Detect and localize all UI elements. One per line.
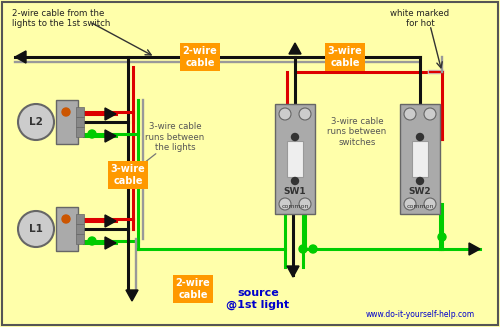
Bar — [76, 127, 84, 137]
Bar — [400, 104, 440, 214]
Polygon shape — [105, 130, 116, 142]
Text: common: common — [281, 204, 309, 210]
Circle shape — [62, 108, 70, 116]
Circle shape — [438, 233, 446, 241]
Bar — [275, 104, 315, 214]
Circle shape — [279, 108, 291, 120]
Text: www.do-it-yourself-help.com: www.do-it-yourself-help.com — [366, 310, 474, 319]
Text: 3-wire cable
runs between
switches: 3-wire cable runs between switches — [328, 117, 386, 147]
Text: source
@1st light: source @1st light — [226, 288, 290, 310]
Polygon shape — [287, 266, 299, 277]
Circle shape — [416, 178, 424, 184]
Bar — [56, 207, 78, 251]
Bar — [56, 100, 78, 144]
Text: 2-wire
cable: 2-wire cable — [182, 46, 218, 68]
Text: white marked
for hot: white marked for hot — [390, 9, 450, 28]
Polygon shape — [126, 290, 138, 301]
Bar — [76, 117, 84, 127]
Text: SW2: SW2 — [408, 186, 432, 196]
Circle shape — [62, 215, 70, 223]
Text: L2: L2 — [29, 117, 43, 127]
Bar — [287, 141, 303, 177]
Circle shape — [416, 133, 424, 141]
Bar — [76, 234, 84, 244]
Circle shape — [88, 237, 96, 245]
Polygon shape — [105, 215, 116, 227]
Circle shape — [299, 108, 311, 120]
Text: 3-wire
cable: 3-wire cable — [328, 46, 362, 68]
Circle shape — [88, 130, 96, 138]
Bar — [76, 224, 84, 234]
Text: common: common — [406, 204, 434, 210]
Circle shape — [299, 245, 307, 253]
Polygon shape — [469, 243, 480, 255]
Bar — [76, 107, 84, 117]
Circle shape — [424, 198, 436, 210]
Text: 3-wire cable
runs between
the lights: 3-wire cable runs between the lights — [146, 122, 204, 152]
Text: 3-wire
cable: 3-wire cable — [110, 164, 146, 186]
Bar — [76, 214, 84, 224]
Text: L1: L1 — [29, 224, 43, 234]
Circle shape — [404, 108, 416, 120]
Circle shape — [299, 198, 311, 210]
Polygon shape — [105, 108, 116, 120]
Circle shape — [292, 178, 298, 184]
Bar — [412, 141, 428, 177]
Polygon shape — [105, 237, 116, 249]
Circle shape — [309, 245, 317, 253]
Text: 2-wire cable from the
lights to the 1st switch: 2-wire cable from the lights to the 1st … — [12, 9, 110, 28]
Polygon shape — [289, 43, 301, 54]
Circle shape — [424, 108, 436, 120]
Polygon shape — [15, 51, 26, 63]
Circle shape — [18, 211, 54, 247]
Circle shape — [279, 198, 291, 210]
Circle shape — [18, 104, 54, 140]
Circle shape — [292, 133, 298, 141]
Text: 2-wire
cable: 2-wire cable — [176, 278, 210, 300]
Text: SW1: SW1 — [284, 186, 306, 196]
Circle shape — [404, 198, 416, 210]
